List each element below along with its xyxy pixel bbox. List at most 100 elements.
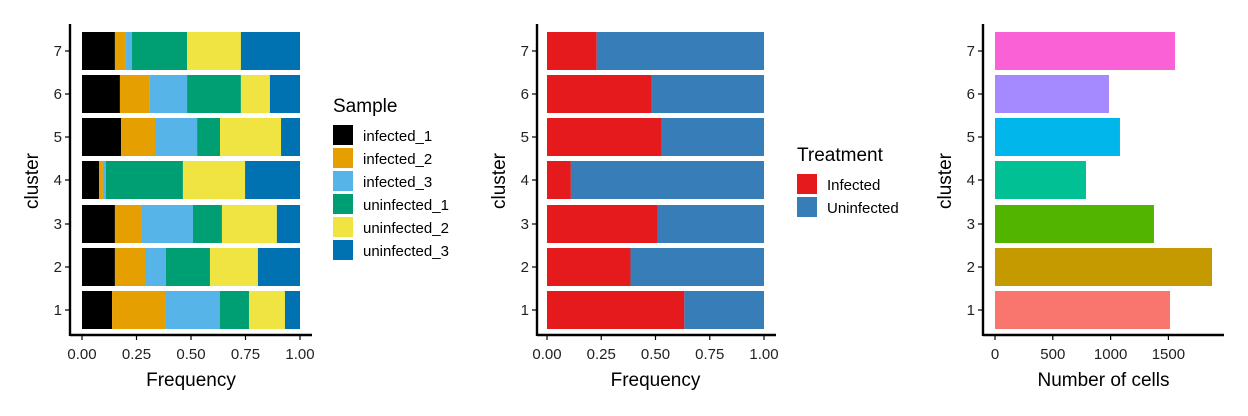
x-tick-label: 0.50 [176, 346, 205, 363]
bar-infected_3-cluster-7 [125, 32, 132, 70]
y-tick-label: 5 [521, 129, 529, 146]
bar-uninfected_3-cluster-6 [269, 75, 300, 113]
y-tick-label: 6 [967, 86, 975, 103]
bar-cluster-3 [995, 205, 1154, 243]
y-tick-label: 4 [54, 172, 62, 189]
bar-cluster-2 [995, 248, 1212, 286]
x-tick-label: 0.25 [122, 346, 151, 363]
bar-uninfected_1-cluster-3 [192, 205, 222, 243]
x-tick-label: 1.00 [749, 346, 778, 363]
bar-uninfected_1-cluster-7 [131, 32, 188, 70]
bar-Infected-cluster-4 [547, 161, 571, 199]
y-tick-label: 5 [54, 129, 62, 146]
bar-uninfected_3-cluster-2 [257, 248, 300, 286]
legend-label: infected_1 [363, 128, 432, 145]
y-axis-title: cluster [935, 152, 956, 209]
bar-infected_1-cluster-6 [82, 75, 120, 113]
bar-infected_1-cluster-2 [82, 248, 115, 286]
bar-uninfected_3-cluster-5 [281, 118, 300, 156]
x-tick-label: 1500 [1152, 346, 1185, 363]
bar-Uninfected-cluster-3 [657, 205, 764, 243]
bar-cluster-4 [995, 161, 1086, 199]
y-tick-label: 3 [967, 216, 975, 233]
bar-uninfected_2-cluster-2 [209, 248, 258, 286]
bar-uninfected_3-cluster-7 [240, 32, 300, 70]
x-axis-title: Frequency [611, 370, 701, 391]
bar-Uninfected-cluster-1 [684, 291, 764, 329]
x-tick-label: 1.00 [285, 346, 314, 363]
y-tick-label: 3 [521, 216, 529, 233]
legend-swatch [797, 174, 817, 194]
bar-Uninfected-cluster-6 [651, 75, 764, 113]
bar-infected_3-cluster-4 [102, 161, 106, 199]
panel-2: 1 2 3 4 5 6 7 0.00 0.25 0.50 0.75 1.00 Frequency clus… [489, 24, 899, 391]
bar-infected_3-cluster-5 [155, 118, 198, 156]
y-tick-label: 7 [521, 43, 529, 60]
x-tick-label: 1000 [1094, 346, 1127, 363]
legend-swatch [333, 125, 353, 145]
y-tick-label: 2 [967, 259, 975, 276]
bar-cluster-1 [995, 291, 1171, 329]
legend-label: uninfected_1 [363, 197, 449, 214]
x-tick-label: 0.75 [231, 346, 260, 363]
bar-Infected-cluster-1 [547, 291, 685, 329]
bar-uninfected_3-cluster-3 [276, 205, 300, 243]
panel-3: 1 2 3 4 5 6 7 0 500 1000 1500 Number of cells cluste… [935, 24, 1224, 391]
bar-uninfected_2-cluster-6 [240, 75, 270, 113]
bar-infected_2-cluster-1 [112, 291, 166, 329]
y-tick-label: 2 [521, 259, 529, 276]
legend-label: Uninfected [827, 200, 899, 217]
y-tick-label: 1 [967, 302, 975, 319]
bar-infected_1-cluster-3 [82, 205, 115, 243]
x-tick-label: 0.25 [587, 346, 616, 363]
x-axis-title: Number of cells [1038, 370, 1170, 391]
x-tick-label: 0.75 [695, 346, 724, 363]
bar-uninfected_1-cluster-5 [197, 118, 220, 156]
legend-swatch [797, 197, 817, 217]
bar-uninfected_2-cluster-4 [182, 161, 246, 199]
bar-infected_1-cluster-7 [82, 32, 115, 70]
bar-cluster-6 [995, 75, 1109, 113]
legend-swatch [333, 148, 353, 168]
legend-title: Treatment [797, 145, 884, 166]
bar-uninfected_3-cluster-1 [284, 291, 300, 329]
y-axis-title: cluster [22, 152, 43, 209]
y-axis-title: cluster [489, 152, 510, 209]
y-tick-label: 4 [521, 172, 529, 189]
bar-Uninfected-cluster-7 [596, 32, 764, 70]
y-tick-label: 3 [54, 216, 62, 233]
y-tick-label: 4 [967, 172, 975, 189]
y-tick-label: 1 [521, 302, 529, 319]
bar-Uninfected-cluster-2 [630, 248, 764, 286]
legend-label: uninfected_3 [363, 243, 449, 260]
bar-infected_2-cluster-3 [114, 205, 142, 243]
legend-swatch [333, 240, 353, 260]
bar-uninfected_2-cluster-3 [221, 205, 277, 243]
legend: Sample infected_1 infected_2 infected_3unin… [333, 96, 449, 260]
x-tick-label: 0.00 [67, 346, 96, 363]
bar-cluster-7 [995, 32, 1176, 70]
bar-infected_3-cluster-1 [165, 291, 220, 329]
legend-swatch [333, 194, 353, 214]
x-axis-title: Frequency [146, 370, 236, 391]
panel-1: 1 2 3 4 5 6 7 0.00 0.25 0.50 0.75 1.00 Frequency clus… [22, 24, 449, 391]
bar-infected_3-cluster-2 [145, 248, 166, 286]
bar-cluster-5 [995, 118, 1120, 156]
legend-label: Infected [827, 177, 880, 194]
y-tick-label: 7 [967, 43, 975, 60]
bar-infected_2-cluster-7 [114, 32, 126, 70]
legend-label: infected_3 [363, 174, 432, 191]
x-tick-label: 500 [1040, 346, 1065, 363]
legend-title: Sample [333, 96, 397, 117]
y-tick-label: 6 [54, 86, 62, 103]
bar-Infected-cluster-2 [547, 248, 631, 286]
bar-infected_1-cluster-1 [82, 291, 113, 329]
bar-uninfected_1-cluster-6 [187, 75, 241, 113]
bar-Infected-cluster-6 [547, 75, 652, 113]
bar-uninfected_2-cluster-1 [248, 291, 285, 329]
bar-uninfected_1-cluster-4 [105, 161, 183, 199]
legend-swatch [333, 171, 353, 191]
bar-uninfected_2-cluster-5 [219, 118, 282, 156]
y-tick-label: 7 [54, 43, 62, 60]
